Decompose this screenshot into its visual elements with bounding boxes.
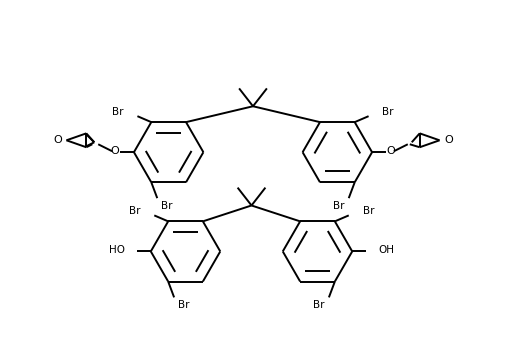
Text: OH: OH [377, 245, 393, 256]
Text: O: O [53, 135, 62, 145]
Text: O: O [111, 146, 119, 156]
Text: HO: HO [109, 245, 125, 256]
Text: O: O [386, 146, 394, 156]
Text: Br: Br [129, 206, 140, 216]
Text: Br: Br [112, 107, 123, 117]
Text: Br: Br [332, 201, 344, 211]
Text: Br: Br [382, 107, 393, 117]
Text: Br: Br [178, 300, 189, 310]
Text: O: O [443, 135, 452, 145]
Text: Br: Br [313, 300, 324, 310]
Text: Br: Br [161, 201, 173, 211]
Text: Br: Br [362, 206, 373, 216]
